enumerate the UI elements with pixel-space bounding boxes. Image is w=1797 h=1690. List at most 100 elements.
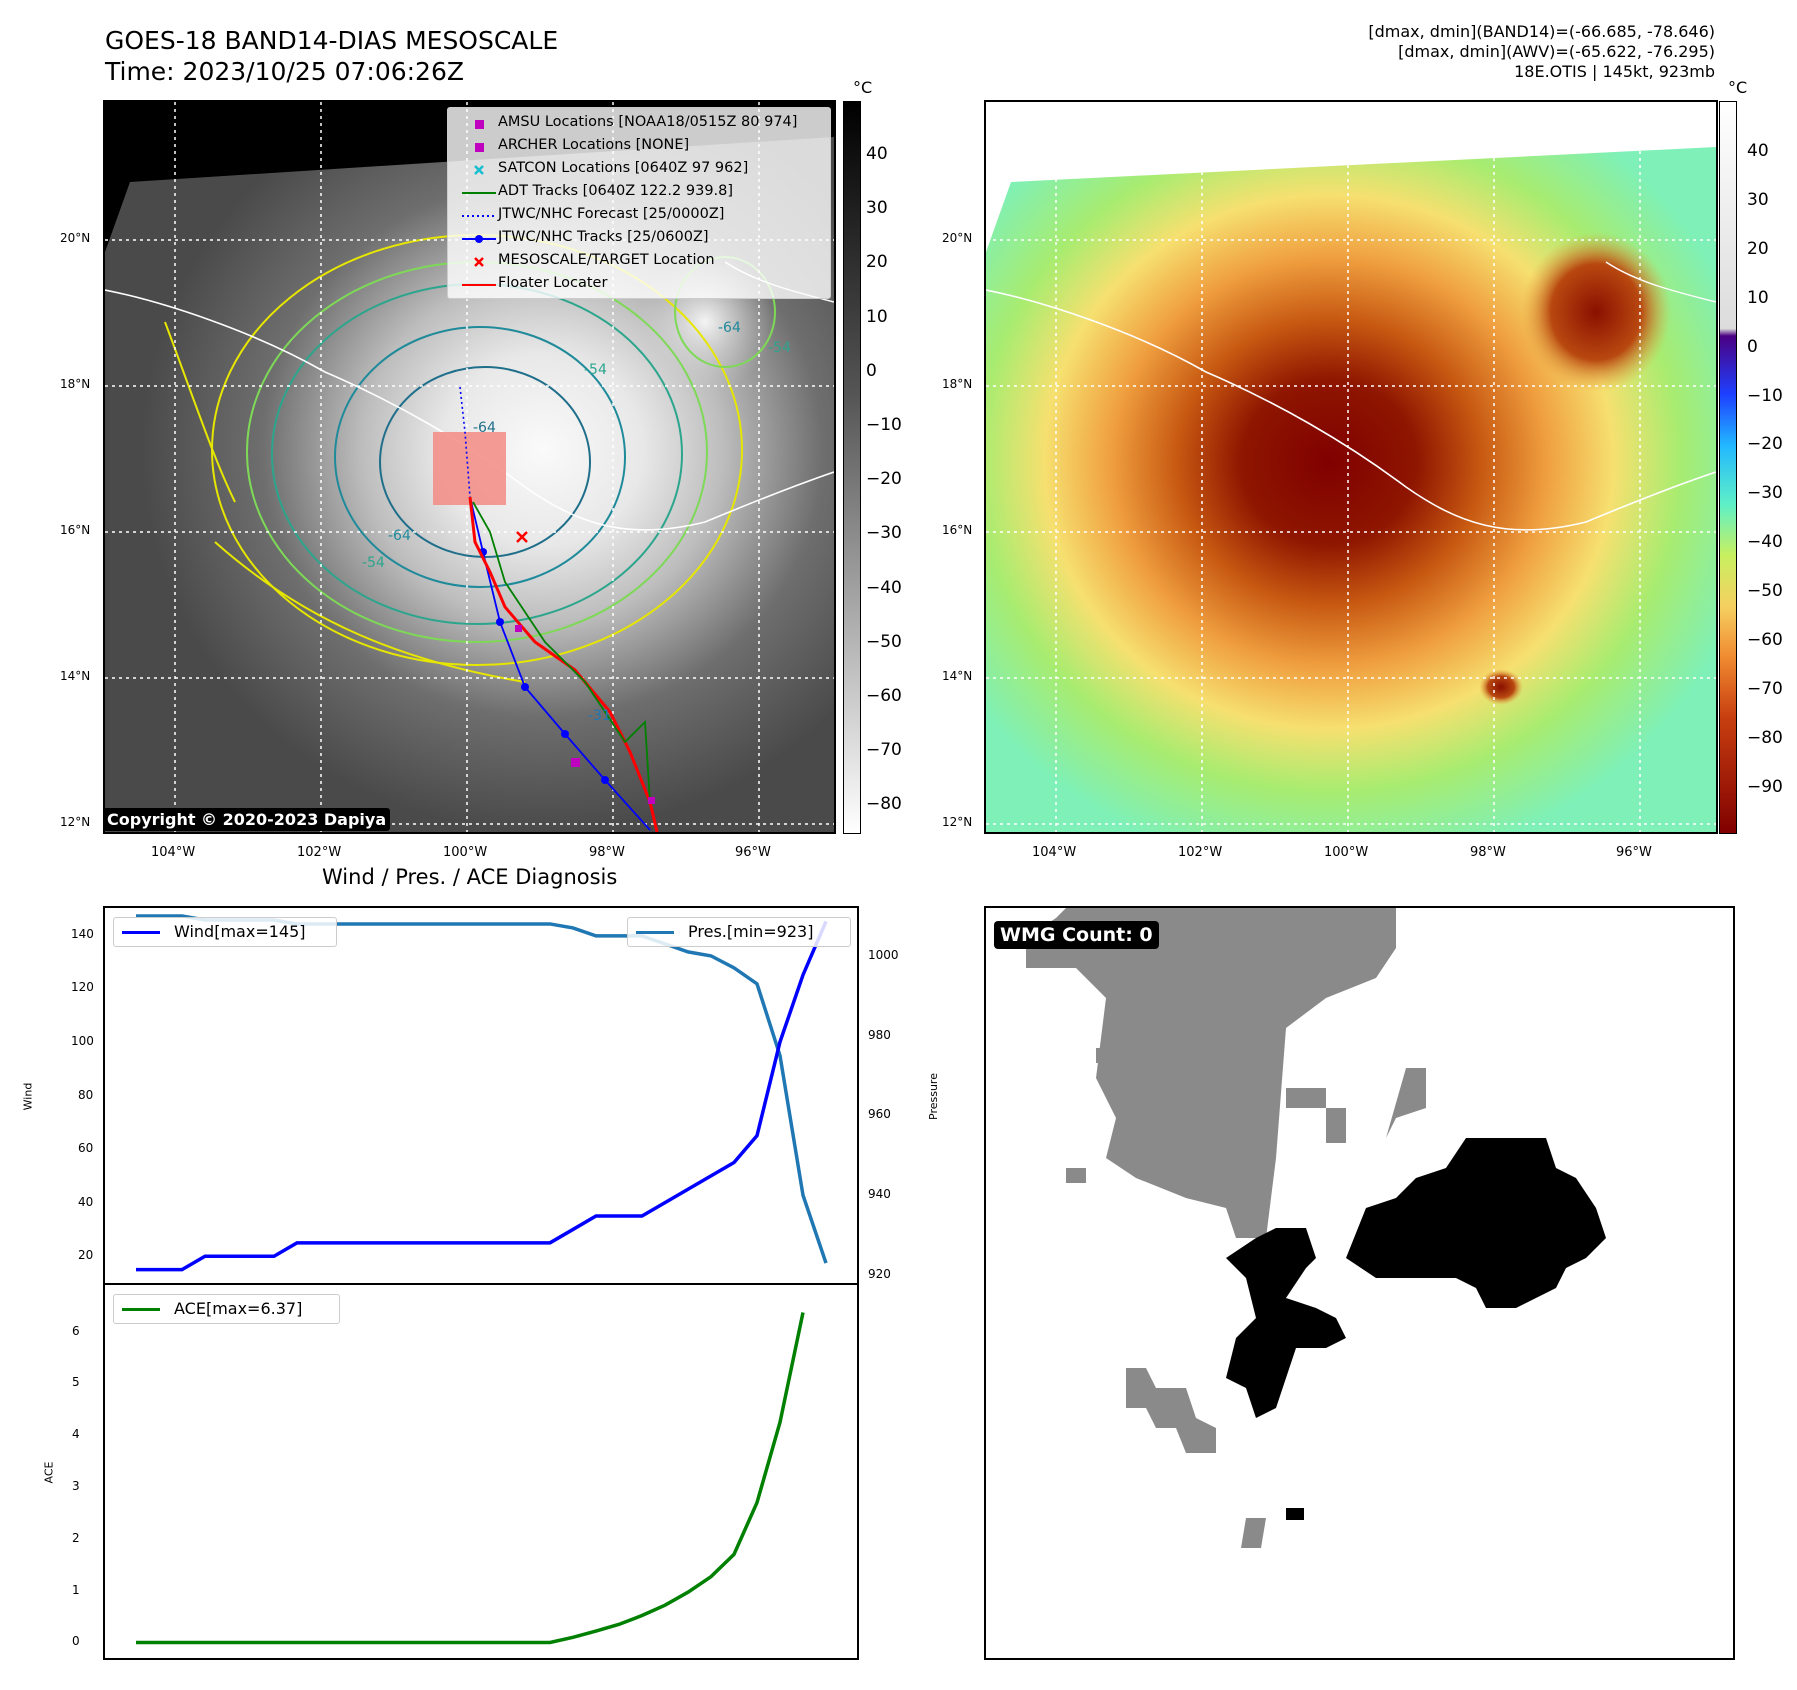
- legend-entry: MESOSCALE/TARGET Location: [448, 250, 830, 273]
- colorbar-tick-label: −50: [1747, 581, 1783, 602]
- ace-legend-line: [122, 1308, 160, 1311]
- wind-pressure-chart: [103, 906, 859, 1285]
- legend-entry: ARCHER Locations [NONE]: [448, 135, 830, 158]
- lon-label: 102°W: [297, 845, 342, 860]
- colorbar-unit: °C: [1728, 78, 1748, 97]
- colorbar-tick-label: 10: [866, 306, 888, 327]
- colorbar-tick-label: 0: [1747, 336, 1758, 357]
- legend-x-icon: [462, 254, 496, 270]
- colorbar-tick-label: 30: [1747, 189, 1769, 210]
- contour-label: -54: [584, 362, 607, 378]
- pressure-tick-label: 920: [868, 1267, 891, 1282]
- colorbar-tick-label: −20: [1747, 434, 1783, 455]
- lon-label: 100°W: [1324, 845, 1369, 860]
- awv-colorbar: [1719, 101, 1737, 834]
- legend-label: ADT Tracks [0640Z 122.2 939.8]: [498, 183, 734, 199]
- pressure-legend-label: Pres.[min=923]: [688, 922, 814, 941]
- copyright-badge: Copyright © 2020-2023 Dapiya: [103, 808, 391, 831]
- wind-legend: Wind[max=145]: [113, 917, 337, 947]
- lat-label: 14°N: [942, 669, 973, 683]
- lon-label: 96°W: [735, 845, 771, 860]
- ace-tick-label: 3: [72, 1479, 80, 1494]
- awv-map-panel: [984, 100, 1718, 834]
- lat-label: 12°N: [942, 815, 973, 829]
- stats-line-1: [dmax, dmin](BAND14)=(-66.685, -78.646): [1368, 22, 1715, 41]
- contour-label: -64: [718, 320, 741, 336]
- lon-label: 96°W: [1616, 845, 1652, 860]
- lon-label: 102°W: [1178, 845, 1223, 860]
- legend-label: MESOSCALE/TARGET Location: [498, 252, 715, 268]
- wind-tick-label: 20: [78, 1248, 94, 1263]
- legend-line-icon: [462, 277, 496, 293]
- ace-legend-label: ACE[max=6.37]: [174, 1299, 303, 1318]
- colorbar-tick-label: −60: [1747, 630, 1783, 650]
- colorbar-tick-label: −10: [866, 415, 902, 435]
- legend-entry: JTWC/NHC Forecast [25/0000Z]: [448, 204, 830, 227]
- colorbar-tick-label: −30: [1747, 483, 1783, 504]
- colorbar-tick-label: −90: [1747, 776, 1783, 797]
- legend-square-icon: [462, 139, 496, 155]
- wind-pressure-plot: [136, 914, 828, 1272]
- pressure-legend: Pres.[min=923]: [627, 917, 851, 947]
- legend-label: ARCHER Locations [NONE]: [498, 137, 690, 153]
- wind-tick-label: 100: [71, 1033, 94, 1048]
- wmg-image: [986, 908, 1733, 1658]
- ace-tick-label: 5: [72, 1375, 80, 1390]
- colorbar-tick-label: −70: [1747, 678, 1783, 699]
- colorbar-tick-label: −40: [866, 577, 902, 598]
- lon-label: 104°W: [151, 845, 196, 860]
- wmg-panel: [984, 906, 1735, 1660]
- colorbar-tick-label: 20: [866, 252, 888, 273]
- ace-chart: [103, 1283, 859, 1660]
- lat-label: 16°N: [942, 523, 973, 537]
- lat-label: 18°N: [60, 377, 91, 391]
- lat-label: 14°N: [60, 669, 91, 683]
- wind-tick-label: 60: [78, 1141, 94, 1156]
- ace-tick-label: 4: [72, 1427, 80, 1442]
- colorbar-tick-label: 40: [866, 144, 888, 164]
- lat-label: 12°N: [60, 815, 91, 829]
- legend-line-dot-icon: [462, 231, 496, 247]
- colorbar-tick-label: 40: [1747, 141, 1769, 161]
- title-line-1: GOES-18 BAND14-DIAS MESOSCALE: [105, 26, 559, 55]
- wind-tick-label: 120: [71, 980, 94, 995]
- legend-label: JTWC/NHC Tracks [25/0600Z]: [498, 229, 709, 245]
- colorbar-tick-label: −20: [866, 469, 902, 490]
- colorbar-tick-label: −80: [866, 794, 902, 815]
- contour-label: -64: [473, 420, 496, 436]
- legend-entry: Floater Locater: [448, 273, 830, 296]
- lat-label: 18°N: [942, 377, 973, 391]
- map-legend: AMSU Locations [NOAA18/0515Z 80 974] ARCH…: [447, 107, 831, 299]
- title-line-2: Time: 2023/10/25 07:06:26Z: [105, 57, 464, 86]
- colorbar-tick-label: −70: [866, 740, 902, 761]
- pressure-axis-label: Pressure: [926, 1073, 940, 1120]
- pressure-tick-label: 1000: [868, 947, 899, 962]
- colorbar-tick-label: −40: [1747, 532, 1783, 553]
- colorbar-tick-label: 30: [866, 198, 888, 219]
- awv-map-image: [986, 102, 1716, 832]
- lon-label: 104°W: [1032, 845, 1077, 860]
- colorbar-unit: °C: [853, 78, 873, 97]
- colorbar-tick-label: 20: [1747, 238, 1769, 259]
- ace-tick-label: 1: [72, 1582, 80, 1597]
- ace-axis-label: ACE: [42, 1461, 56, 1484]
- wind-legend-line: [122, 931, 160, 934]
- legend-entry: SATCON Locations [0640Z 97 962]: [448, 158, 830, 181]
- ace-tick-label: 2: [72, 1530, 80, 1545]
- colorbar-tick-label: −60: [866, 686, 902, 706]
- pressure-legend-line: [636, 931, 674, 934]
- legend-entry: JTWC/NHC Tracks [25/0600Z]: [448, 227, 830, 250]
- colorbar-tick-label: −50: [866, 631, 902, 652]
- legend-x-icon: [462, 162, 496, 178]
- colorbar-tick-label: −80: [1747, 727, 1783, 748]
- pressure-tick-label: 960: [868, 1107, 891, 1122]
- wind-line: [136, 920, 828, 1272]
- colorbar-tick-label: 10: [1747, 287, 1769, 308]
- legend-label: SATCON Locations [0640Z 97 962]: [498, 160, 749, 176]
- ace-tick-label: 0: [72, 1634, 80, 1649]
- contour-label: -64: [388, 528, 411, 544]
- legend-label: Floater Locater: [498, 275, 608, 291]
- lat-label: 20°N: [60, 231, 91, 245]
- stats-line-3: 18E.OTIS | 145kt, 923mb: [1514, 62, 1715, 81]
- lon-label: 98°W: [589, 845, 625, 860]
